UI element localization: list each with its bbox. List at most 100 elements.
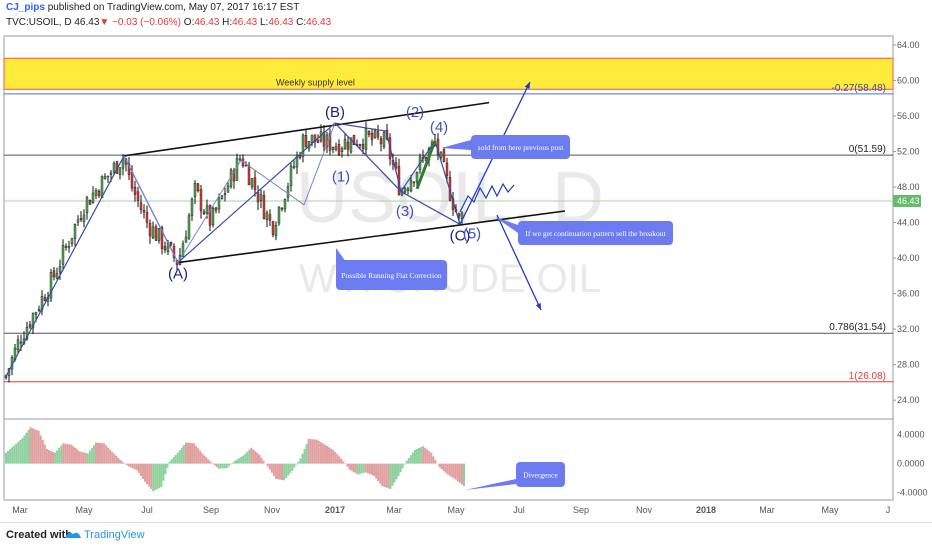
candle-body bbox=[274, 225, 278, 237]
x-tick-label: Jul bbox=[141, 505, 153, 515]
candle-body bbox=[316, 140, 320, 143]
candle-body bbox=[415, 171, 419, 183]
tradingview-link[interactable]: TradingView bbox=[84, 529, 145, 541]
wave-path bbox=[4, 122, 461, 379]
bearish-projection-arrow bbox=[496, 214, 542, 311]
candle-body bbox=[340, 148, 344, 152]
candle-body bbox=[214, 207, 218, 211]
chart-frame bbox=[3, 35, 894, 501]
candle-body bbox=[151, 226, 155, 239]
wave-label: (C) bbox=[450, 227, 471, 244]
candle-body bbox=[145, 212, 149, 223]
fib-label: 0(51.59) bbox=[849, 144, 886, 155]
candle-body bbox=[223, 193, 227, 195]
candle-body bbox=[364, 128, 368, 150]
candle-body bbox=[157, 228, 161, 241]
candle-body bbox=[202, 211, 206, 214]
candle-body bbox=[361, 143, 365, 149]
candle-body bbox=[82, 214, 86, 222]
candle-body bbox=[97, 190, 101, 196]
wave-label: (4) bbox=[430, 119, 448, 136]
author-link[interactable]: CJ_pips bbox=[6, 2, 45, 13]
candle-body bbox=[139, 202, 143, 210]
candle-body bbox=[268, 214, 272, 221]
continuation-callout-text: If we get continuation pattern sell the … bbox=[525, 229, 666, 238]
running-flat-callout-box bbox=[336, 260, 447, 290]
candle-body bbox=[127, 164, 131, 175]
candle-body bbox=[103, 176, 107, 180]
candle-body bbox=[25, 326, 29, 339]
candle-body bbox=[232, 170, 236, 182]
y-tick-label: 44.00 bbox=[897, 218, 920, 228]
candle-body bbox=[181, 243, 185, 257]
footer: Created with TradingView bbox=[0, 522, 932, 551]
wave-label: (1) bbox=[332, 168, 350, 185]
candle-body bbox=[238, 158, 242, 161]
candle-body bbox=[94, 190, 98, 196]
candle-body bbox=[133, 186, 137, 195]
candle-body bbox=[136, 191, 140, 201]
candle-body bbox=[310, 134, 314, 143]
candle-body bbox=[322, 132, 326, 147]
continuation-callout-tail bbox=[495, 217, 518, 233]
symbol-name: TVC:USOIL, D bbox=[6, 17, 72, 28]
impulse-path bbox=[334, 122, 461, 225]
bullish-projection-arrow-head bbox=[524, 82, 530, 89]
candle-body bbox=[220, 195, 224, 199]
candle-body bbox=[412, 181, 416, 184]
candle-body bbox=[439, 151, 443, 158]
x-tick-label: Nov bbox=[636, 505, 653, 515]
candle-body bbox=[286, 186, 290, 198]
y-tick-label: 48.00 bbox=[897, 182, 920, 192]
candle-body bbox=[187, 215, 191, 239]
sold-here-callout-box bbox=[471, 135, 570, 159]
candle-body bbox=[409, 180, 413, 192]
last-price-tag bbox=[893, 194, 921, 207]
candle-body bbox=[382, 132, 386, 147]
candle-body bbox=[28, 324, 32, 328]
candle-body bbox=[154, 226, 158, 241]
candle-body bbox=[163, 246, 167, 251]
x-tick-label: Nov bbox=[264, 505, 281, 515]
candle-body bbox=[250, 178, 254, 188]
wave-b-path bbox=[123, 122, 336, 264]
low-label: L: bbox=[259, 17, 269, 28]
candle-body bbox=[289, 165, 293, 186]
candle-body bbox=[61, 245, 65, 265]
open-value: 46.43 bbox=[194, 17, 220, 28]
candle-body bbox=[190, 198, 194, 217]
candle-body bbox=[373, 130, 377, 138]
candle-body bbox=[19, 341, 23, 344]
candle-body bbox=[247, 165, 251, 186]
x-tick-label: Mar bbox=[759, 505, 775, 515]
x-tick-label: May bbox=[75, 505, 93, 515]
fib-label: -0.27(58.48) bbox=[832, 83, 886, 94]
osc-tick-label: -4.0000 bbox=[897, 488, 928, 498]
candle-body bbox=[262, 195, 266, 220]
divergence-callout-text: Divergence bbox=[523, 471, 558, 480]
candle-body bbox=[55, 273, 59, 279]
candle-body bbox=[76, 219, 80, 223]
publish-info: CJ_pips published on TradingView.com, Ma… bbox=[6, 2, 299, 13]
candle-body bbox=[106, 175, 110, 178]
down-arrow-icon: ▼ bbox=[99, 17, 110, 28]
candle-body bbox=[160, 227, 164, 249]
high-value: 46.43 bbox=[232, 17, 258, 28]
candle-body bbox=[346, 141, 350, 150]
candle-body bbox=[49, 272, 53, 299]
wave-label: (3) bbox=[396, 203, 414, 220]
candle-body bbox=[52, 270, 56, 278]
candle-body bbox=[226, 185, 230, 193]
high-label: H: bbox=[222, 17, 233, 28]
candle-body bbox=[406, 188, 410, 191]
published-text: published on TradingView.com, May 07, 20… bbox=[47, 2, 300, 13]
wave-label: (5) bbox=[463, 225, 481, 242]
consolidation-path bbox=[459, 182, 515, 213]
candle-body bbox=[301, 134, 305, 157]
candle-body bbox=[208, 205, 212, 226]
continuation-callout-box bbox=[518, 221, 673, 245]
candle-body bbox=[64, 245, 68, 248]
y-tick-label: 52.00 bbox=[897, 146, 920, 156]
candle-body bbox=[148, 223, 152, 237]
